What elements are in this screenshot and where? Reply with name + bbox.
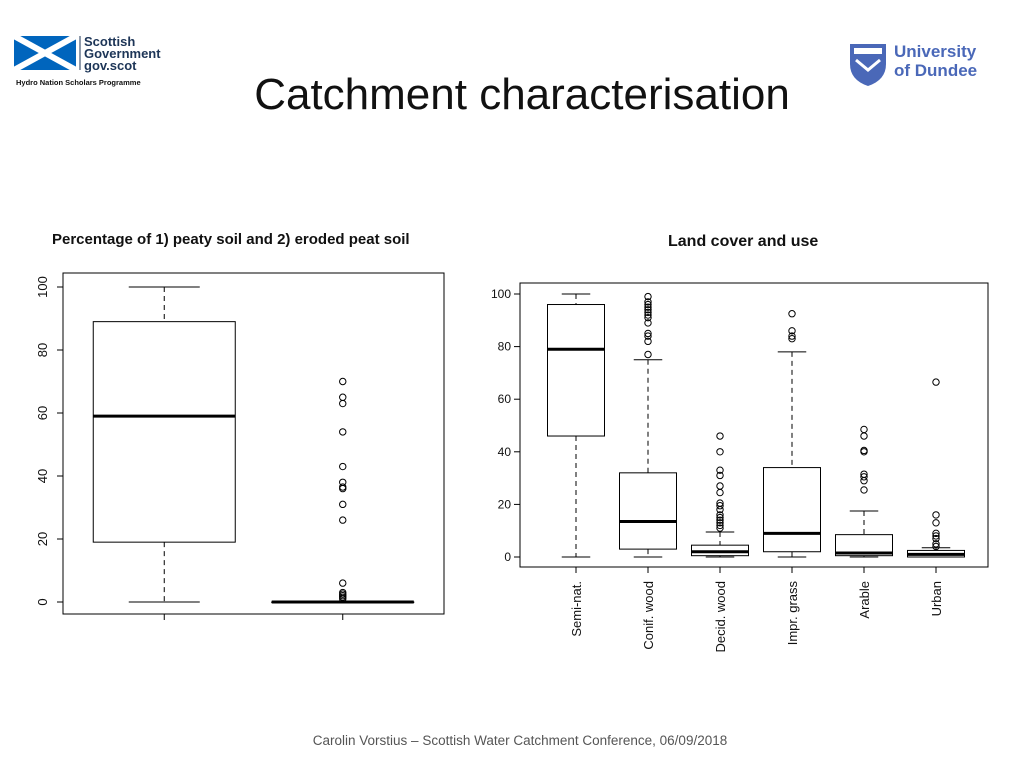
chart2-y-tick-label: 80 [498,340,512,354]
chart2-outlier-point [644,350,652,359]
chart1-outlier-point [339,478,347,486]
uni-logo-line2: of Dundee [894,61,978,80]
chart2-outlier-point [644,298,652,306]
chart2-outlier-point [644,319,652,327]
chart1-outlier-point [339,483,347,491]
chart2-outlier-point [860,446,868,455]
chart2-outlier-point [716,448,724,456]
chart1-title: Percentage of 1) peaty soil and 2) erode… [52,231,410,248]
chart2-outlier-point [932,511,940,519]
chart2-title: Land cover and use [668,233,819,250]
chart2-outlier-point [716,521,724,530]
chart2-outlier-point [716,482,724,490]
chart2-outlier-point [860,470,868,478]
chart1-outlier-point [339,393,347,401]
chart2-category-label: Impr. grass [785,581,800,646]
chart2-outlier-point [716,488,724,497]
chart2-outlier-point [860,473,868,481]
chart1-outlier-point [339,428,347,436]
chart2-outlier-point [716,499,724,507]
chart1-y-tick-label: 40 [35,469,50,483]
chart2-outlier-point [644,329,652,338]
chart2-outlier-point [644,306,652,314]
chart1-y-tick-label: 60 [35,406,50,420]
chart2-category-label: Urban [929,581,944,616]
chart2-outlier-point [644,303,652,311]
chart2-outlier-point [716,466,724,474]
chart1-outlier-point [339,588,347,597]
chart2-outlier-point [716,471,724,480]
chart2-outlier-point [716,519,724,527]
uni-logo-text: University of Dundee [894,42,977,80]
chart2-outlier-point [932,532,940,540]
scottish-government-logo [12,34,81,73]
chart1-y-tick-label: 20 [35,532,50,546]
chart2-outlier-point [788,332,796,340]
chart1-outlier-point [339,377,347,386]
chart2-outlier-point [644,308,652,317]
chart1-outlier-point [339,579,347,587]
gov-logo-line2: Government [84,46,161,61]
chart2-outlier-point [716,516,724,524]
chart2-outlier-point [932,540,940,548]
chart1-box [92,321,236,543]
chart2-outlier-point [716,502,724,510]
chart2-box [835,534,893,557]
shield-icon [850,44,886,86]
gov-logo-line1: Scottish [84,34,136,49]
chart2-y-tick-label: 100 [491,287,511,301]
chart2-category-label: Semi-nat. [569,581,584,637]
chart1-outlier-point [339,516,347,524]
chart1-outlier-point [339,399,347,408]
chart1-y-tick-label: 100 [35,276,50,298]
chart2-y-tick-label: 0 [504,550,511,564]
chart2-outlier-point [788,310,796,318]
chart2-category-label: Decid. wood [713,581,728,653]
chart2-box [547,304,605,437]
chart2-y-tick-label: 60 [498,392,512,406]
chart1-outlier-point [339,462,347,471]
chart2-outlier-point [860,432,868,440]
chart2-outlier-point [932,529,940,538]
gov-logo-text: Scottish Government gov.scot [84,34,161,73]
chart2-outlier-point [716,524,724,532]
chart2-outlier-point [644,300,652,309]
chart2-outlier-point [932,519,940,527]
chart1-y-tick-label: 80 [35,343,50,357]
footer-credit: Carolin Vorstius – Scottish Water Catchm… [312,733,728,748]
chart2-outlier-point [860,425,868,434]
chart2-outlier-point [788,335,796,343]
chart2-outlier-point [932,378,940,386]
chart2-outlier-point [716,432,724,440]
chart2-category-label: Arable [857,581,872,619]
chart2-outlier-point [644,337,652,346]
chart1-y-tick-label: 0 [35,598,50,605]
slide-title: Catchment characterisation [254,70,790,119]
chart2-y-tick-label: 40 [498,445,512,459]
chart2-outlier-point [644,313,652,322]
uni-logo-line1: University [894,42,977,61]
chart2-outlier-point [860,486,868,494]
chart2-outlier-point [644,332,652,340]
chart2-outlier-point [932,534,940,543]
chart2-outlier-point [716,511,724,519]
chart2-box [619,472,677,550]
gov-logo-line3: gov.scot [84,58,137,73]
chart1-outlier-point [339,500,347,509]
chart2-category-label: Conif. wood [641,581,656,650]
chart2-outlier-point [788,327,796,335]
chart2-outlier-point [716,513,724,522]
chart2-outlier-point [644,292,652,301]
gov-logo-subtitle: Hydro Nation Scholars Programme [16,78,141,87]
chart2-y-tick-label: 20 [498,497,512,511]
university-of-dundee-logo [850,44,886,86]
chart2-box [763,467,821,553]
chart2-outlier-point [932,542,940,551]
chart2-outlier-point [644,311,652,319]
